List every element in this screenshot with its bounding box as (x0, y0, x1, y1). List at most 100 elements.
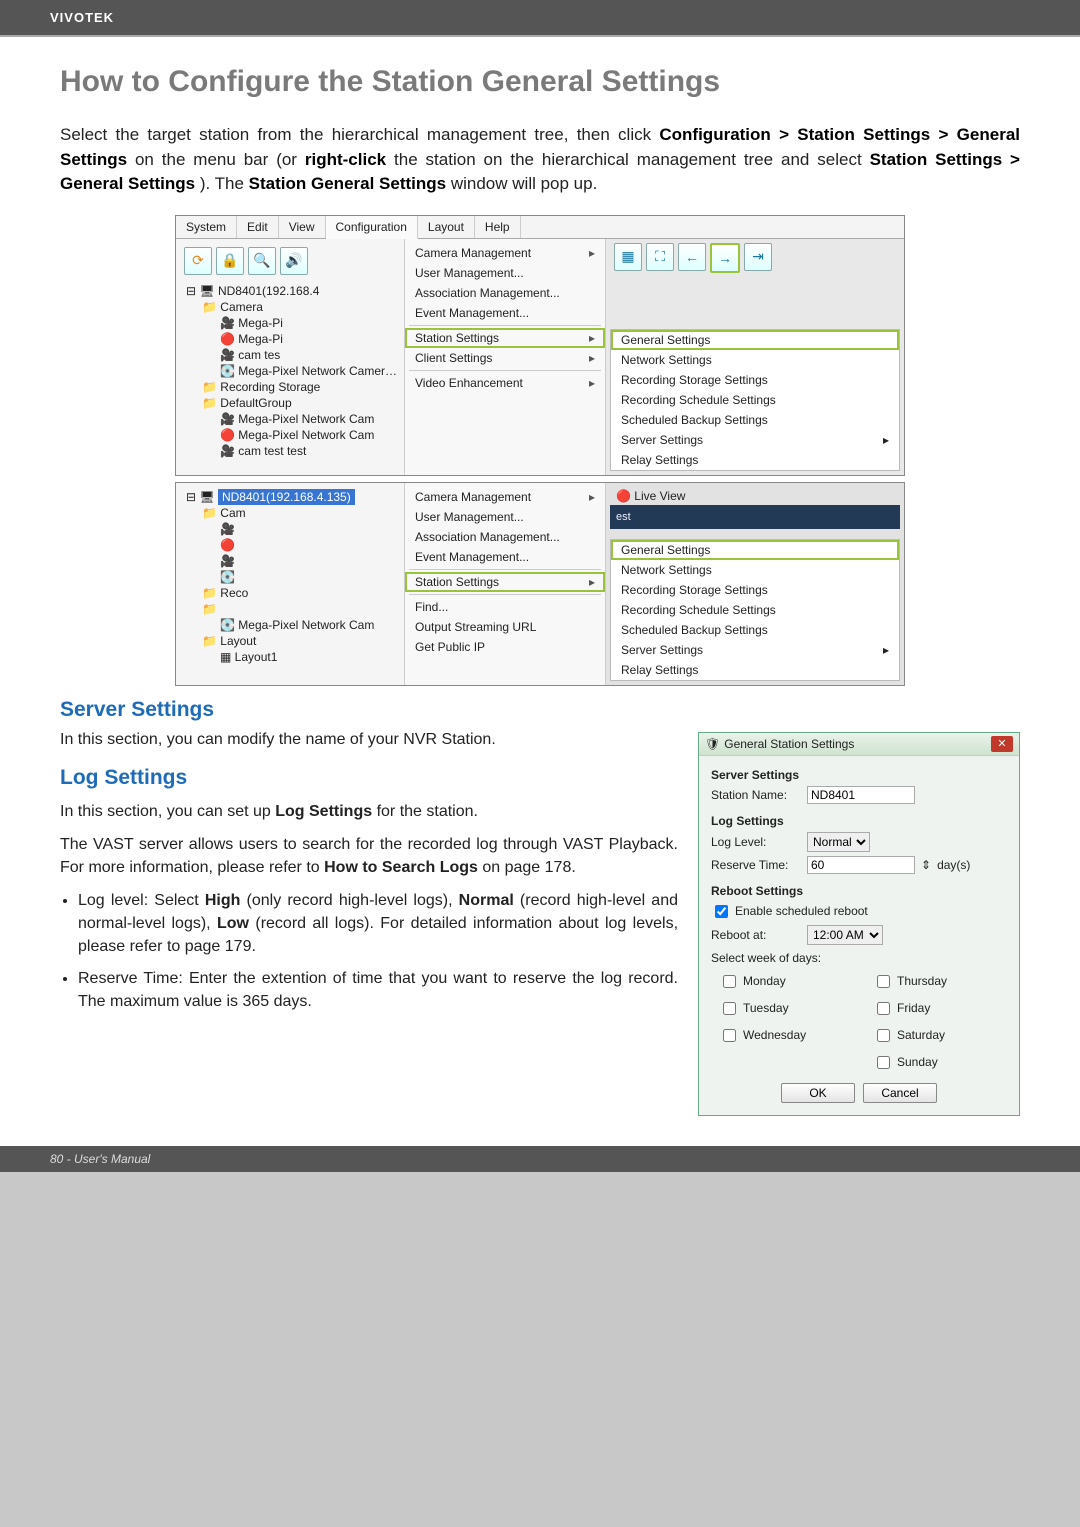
tree-cam1[interactable]: Mega-Pi (180, 315, 400, 331)
day-tuesday[interactable] (723, 1002, 736, 1015)
tree2-mpn[interactable]: 💽 Mega-Pixel Network Cam (180, 617, 400, 633)
close-icon[interactable]: ✕ (991, 736, 1013, 752)
sub-backup[interactable]: Scheduled Backup Settings (611, 410, 899, 430)
log-level-select[interactable]: Normal (807, 832, 870, 852)
lbl-wednesday: Wednesday (743, 1028, 806, 1042)
audio-icon[interactable]: 🔊 (280, 247, 308, 275)
expand-icon[interactable]: ⇥ (744, 243, 772, 271)
menu-station-settings[interactable]: Station Settings (405, 328, 605, 348)
tree-root-label: ND8401(192.168.4 (218, 284, 319, 298)
ctx-camera-mgmt[interactable]: Camera Management (405, 487, 605, 507)
station-name-input[interactable] (807, 786, 915, 804)
sec-server: Server Settings (711, 768, 1007, 782)
ok-button[interactable]: OK (781, 1083, 855, 1103)
tree2-layout1[interactable]: ▦ Layout1 (180, 649, 400, 665)
menu-video-enh[interactable]: Video Enhancement (405, 373, 605, 393)
reboot-at-select[interactable]: 12:00 AM (807, 925, 883, 945)
day-monday[interactable] (723, 975, 736, 988)
ctx-find[interactable]: Find... (405, 597, 605, 617)
tree2-mpn-label: Mega-Pixel Network Cam (238, 618, 374, 632)
sub2-network[interactable]: Network Settings (611, 560, 899, 580)
page-footer: 80 - User's Manual (0, 1146, 1080, 1172)
sub2-server[interactable]: Server Settings (611, 640, 899, 660)
tree2-root[interactable]: ⊟ 🖥 ND8401(192.168.4.135) (180, 489, 400, 505)
day-sunday[interactable] (877, 1056, 890, 1069)
reserve-time-input[interactable] (807, 856, 915, 874)
menu-user-mgmt[interactable]: User Management... (405, 263, 605, 283)
tree2-camera[interactable]: Cam (180, 505, 400, 521)
tree2-rec[interactable]: Reco (180, 585, 400, 601)
ctx-event-mgmt[interactable]: Event Management... (405, 547, 605, 567)
sub2-backup[interactable]: Scheduled Backup Settings (611, 620, 899, 640)
spinner-icon[interactable]: ⇕ (921, 858, 931, 872)
forward-icon[interactable]: → (710, 243, 740, 273)
general-station-settings-dialog: 🛡 General Station Settings ✕ Server Sett… (698, 732, 1020, 1116)
ctx-station-settings[interactable]: Station Settings (405, 572, 605, 592)
tree-rec-storage[interactable]: Recording Storage (180, 379, 400, 395)
tree-camera-folder[interactable]: Camera (180, 299, 400, 315)
menu-system[interactable]: System (176, 216, 237, 238)
menu-help[interactable]: Help (475, 216, 521, 238)
day-saturday[interactable] (877, 1029, 890, 1042)
sub-relay[interactable]: Relay Settings (611, 450, 899, 470)
menu-event-mgmt[interactable]: Event Management... (405, 303, 605, 323)
config-dropdown: Camera Management User Management... Ass… (405, 239, 606, 475)
ctx-user-mgmt[interactable]: User Management... (405, 507, 605, 527)
sub-rec-storage[interactable]: Recording Storage Settings (611, 370, 899, 390)
full-icon[interactable]: ⛶ (646, 243, 674, 271)
tree2-c2[interactable] (180, 537, 400, 553)
sub2-general[interactable]: General Settings (611, 540, 899, 560)
page-title: How to Configure the Station General Set… (60, 65, 1020, 99)
cancel-button[interactable]: Cancel (863, 1083, 937, 1103)
tree2-c1[interactable] (180, 521, 400, 537)
menu-camera-mgmt[interactable]: Camera Management (405, 243, 605, 263)
log-p1c: for the station. (377, 803, 478, 820)
grid-icon[interactable]: ▦ (614, 243, 642, 271)
sub2-relay[interactable]: Relay Settings (611, 660, 899, 680)
refresh-icon[interactable]: ⟳ (184, 247, 212, 275)
menu-layout[interactable]: Layout (418, 216, 475, 238)
tree2-grp[interactable] (180, 601, 400, 617)
tree-dg1[interactable]: Mega-Pixel Network Cam (180, 411, 400, 427)
day-wednesday[interactable] (723, 1029, 736, 1042)
day-thursday[interactable] (877, 975, 890, 988)
tree2-layout[interactable]: Layout (180, 633, 400, 649)
menu-client-settings[interactable]: Client Settings (405, 348, 605, 368)
tree-root[interactable]: ⊟ 🖥 ND8401(192.168.4 (180, 283, 400, 299)
sub-rec-schedule[interactable]: Recording Schedule Settings (611, 390, 899, 410)
lock-icon[interactable]: 🔒 (216, 247, 244, 275)
enable-reboot-checkbox[interactable] (715, 905, 728, 918)
sub2-rec-storage[interactable]: Recording Storage Settings (611, 580, 899, 600)
tree2-root-label: ND8401(192.168.4.135) (218, 489, 355, 505)
menu-edit[interactable]: Edit (237, 216, 279, 238)
tree-cam3[interactable]: cam tes (180, 347, 400, 363)
tree-cam4[interactable]: Mega-Pixel Network Camera(1) (180, 363, 400, 379)
log-p2b: How to Search Logs (324, 859, 478, 876)
sub-network[interactable]: Network Settings (611, 350, 899, 370)
enable-reboot-label: Enable scheduled reboot (735, 904, 868, 918)
sec-reboot: Reboot Settings (711, 884, 1007, 898)
log-p1a: In this section, you can set up (60, 803, 275, 820)
ctx-streaming[interactable]: Output Streaming URL (405, 617, 605, 637)
tree-cam2[interactable]: Mega-Pi (180, 331, 400, 347)
search-icon[interactable]: 🔍 (248, 247, 276, 275)
menu-assoc-mgmt[interactable]: Association Management... (405, 283, 605, 303)
lbl-station-name: Station Name: (711, 788, 801, 802)
tree-dg2[interactable]: Mega-Pixel Network Cam (180, 427, 400, 443)
menu-configuration[interactable]: Configuration (326, 216, 418, 239)
menu-view[interactable]: View (279, 216, 326, 238)
tree2-c3[interactable] (180, 553, 400, 569)
sub2-rec-schedule[interactable]: Recording Schedule Settings (611, 600, 899, 620)
dialog-title: General Station Settings (724, 737, 854, 751)
day-friday[interactable] (877, 1002, 890, 1015)
tree2-c4[interactable] (180, 569, 400, 585)
ctx-publicip[interactable]: Get Public IP (405, 637, 605, 657)
tree-dg3[interactable]: cam test test (180, 443, 400, 459)
tree-default-group[interactable]: DefaultGroup (180, 395, 400, 411)
back-icon[interactable]: ← (678, 243, 706, 271)
sub-server[interactable]: Server Settings (611, 430, 899, 450)
ctx-assoc-mgmt[interactable]: Association Management... (405, 527, 605, 547)
lbl-tuesday: Tuesday (743, 1001, 789, 1015)
sub-general[interactable]: General Settings (611, 330, 899, 350)
lbl-monday: Monday (743, 974, 786, 988)
